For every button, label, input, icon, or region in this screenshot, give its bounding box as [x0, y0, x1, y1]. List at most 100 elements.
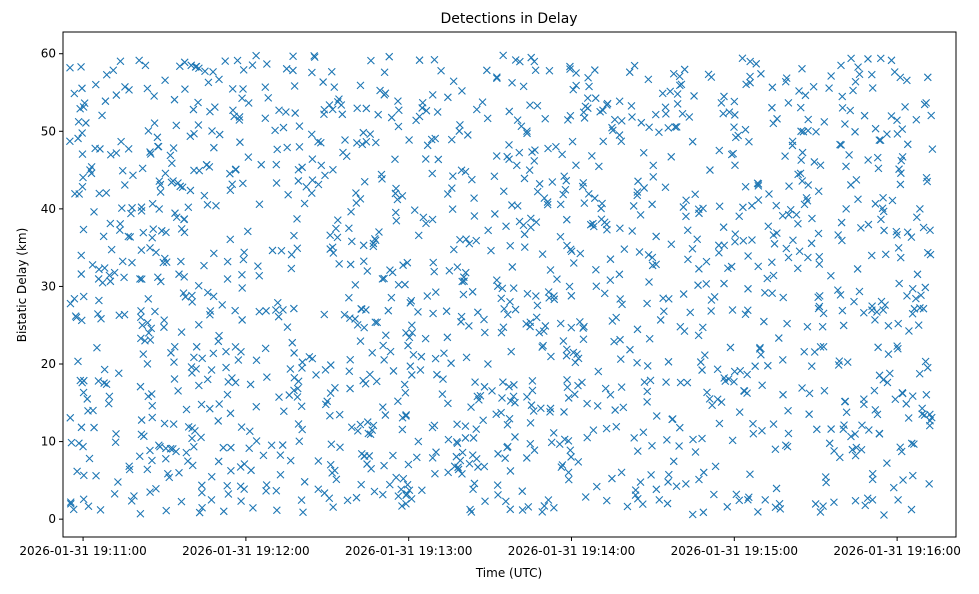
data-point: [156, 188, 165, 196]
data-point: [404, 341, 412, 350]
data-point: [597, 215, 606, 224]
data-point: [547, 352, 555, 361]
data-point: [599, 137, 608, 146]
data-point: [515, 57, 524, 66]
data-point: [799, 127, 808, 136]
data-point: [490, 210, 499, 218]
data-point: [298, 425, 307, 434]
data-point: [841, 120, 849, 128]
y-axis-label: Bistatic Delay (km): [15, 228, 29, 343]
data-point: [643, 387, 652, 396]
data-point: [293, 393, 302, 401]
data-point: [518, 487, 527, 496]
data-point: [148, 233, 157, 242]
data-point: [698, 434, 706, 443]
data-point: [523, 129, 531, 138]
data-point: [432, 448, 440, 457]
data-point: [138, 164, 147, 173]
data-point: [536, 404, 545, 413]
data-point: [772, 484, 781, 493]
data-point: [223, 257, 232, 266]
data-point: [671, 123, 680, 131]
data-point: [754, 196, 763, 204]
data-point: [440, 349, 448, 358]
data-point: [99, 232, 108, 241]
data-point: [406, 362, 415, 371]
y-tick-label: 50: [41, 124, 56, 138]
data-point: [644, 250, 653, 259]
data-point: [262, 60, 271, 68]
data-point: [295, 437, 304, 446]
data-point: [837, 218, 846, 227]
data-point: [224, 377, 233, 386]
data-point: [581, 493, 590, 501]
data-point: [353, 104, 362, 113]
data-point: [345, 367, 354, 376]
data-point: [744, 493, 753, 502]
data-point: [181, 85, 189, 94]
data-point: [739, 203, 747, 212]
data-point: [856, 224, 865, 232]
data-point: [362, 104, 371, 113]
data-point: [66, 498, 75, 507]
data-point: [79, 173, 87, 182]
data-point: [530, 157, 539, 165]
data-point: [285, 391, 294, 399]
data-point: [892, 227, 901, 236]
data-point: [879, 375, 888, 384]
data-point: [655, 495, 664, 504]
data-point: [563, 115, 572, 124]
data-point: [563, 383, 572, 392]
data-point: [290, 349, 298, 357]
data-point: [154, 441, 163, 450]
data-point: [833, 286, 842, 295]
data-point: [479, 416, 488, 425]
data-point: [741, 182, 750, 191]
data-point: [189, 442, 198, 451]
data-point: [871, 124, 880, 133]
data-point: [214, 457, 223, 466]
data-point: [842, 204, 851, 213]
data-point: [474, 463, 482, 471]
data-point: [102, 70, 111, 79]
data-point: [875, 429, 884, 438]
data-point: [784, 210, 793, 219]
data-point: [873, 153, 882, 162]
data-point: [627, 102, 636, 110]
data-point: [564, 437, 573, 445]
data-point: [104, 399, 113, 408]
data-point: [812, 127, 820, 136]
data-point: [307, 68, 316, 77]
data-point: [478, 98, 487, 107]
data-point: [917, 291, 925, 300]
data-point: [458, 277, 467, 286]
data-point: [543, 198, 552, 206]
data-point: [252, 437, 261, 445]
data-point: [497, 408, 506, 417]
data-point: [493, 282, 502, 291]
data-point: [74, 357, 82, 366]
data-point: [649, 172, 658, 181]
data-point: [160, 419, 169, 428]
data-point: [195, 166, 204, 175]
data-point: [874, 164, 883, 173]
data-point: [717, 398, 726, 407]
data-point: [79, 471, 88, 480]
data-point: [618, 300, 626, 309]
data-point: [492, 152, 501, 160]
data-point: [66, 299, 75, 308]
data-point: [896, 180, 905, 189]
data-point: [144, 329, 153, 337]
data-point: [578, 378, 586, 387]
data-point: [147, 324, 156, 333]
data-point: [247, 466, 255, 475]
data-point: [633, 358, 641, 367]
data-point: [785, 182, 793, 191]
data-point: [731, 237, 739, 246]
data-point: [501, 497, 510, 506]
data-point: [190, 353, 198, 362]
data-point: [533, 301, 542, 310]
data-point: [876, 54, 885, 63]
data-point: [639, 148, 648, 157]
data-point: [903, 228, 912, 237]
